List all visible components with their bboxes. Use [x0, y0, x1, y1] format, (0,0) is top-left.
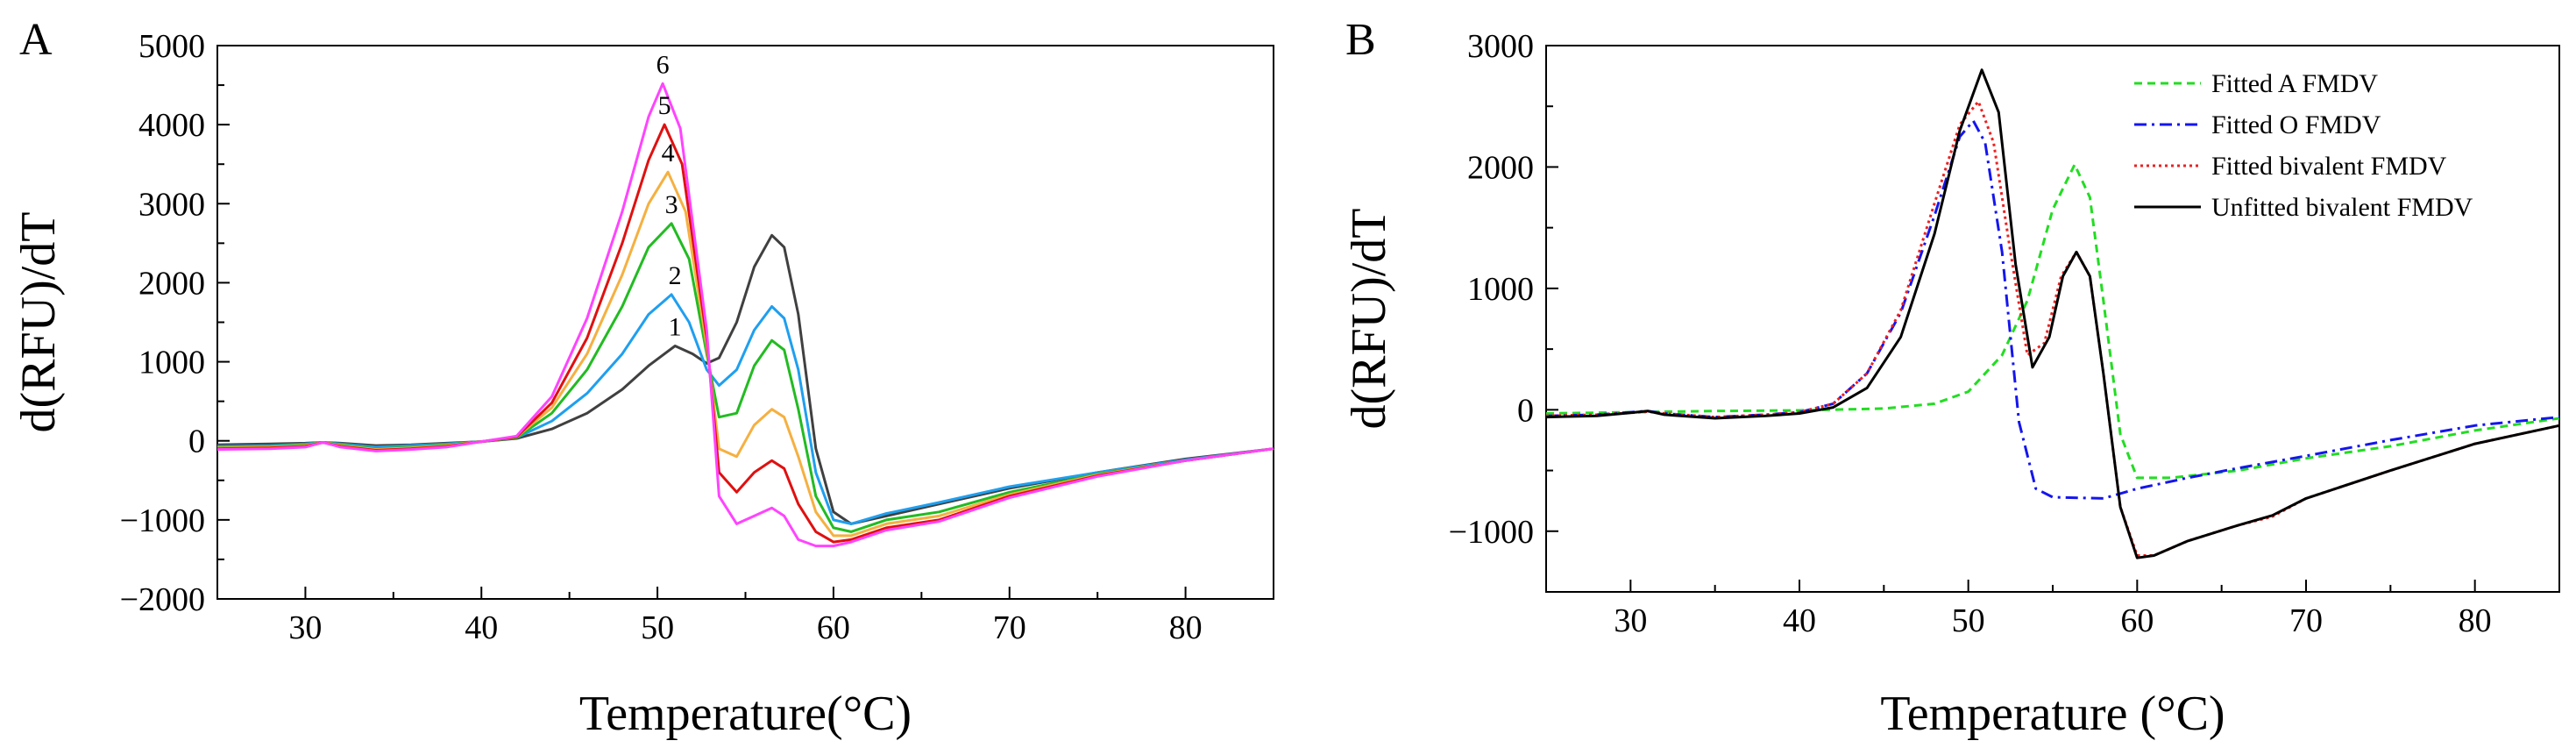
x-tick-label: 30 [1614, 602, 1647, 639]
series-line-2 [216, 293, 1274, 525]
y-tick-label: 2000 [138, 265, 205, 302]
series-line-unfitted-bivalent-fmdv [1545, 68, 2560, 559]
peak-label: 4 [662, 139, 675, 167]
panel-a-chart: A 30 40 50 60 70 80 −2000 −1000 0 1000 2000 3000 4000… [11, 15, 1274, 741]
y-tick-label: 3000 [138, 186, 205, 223]
peak-label: 5 [658, 91, 671, 120]
peak-label: 1 [669, 313, 682, 342]
y-tick-label: 5000 [138, 28, 205, 65]
x-tick-label: 30 [288, 609, 322, 646]
panel-label: A [19, 15, 53, 65]
x-axis-title: Temperature (°C) [1880, 687, 2225, 741]
x-tick-label: 80 [1169, 609, 1203, 646]
y-axis-title: d(RFU)/dT [1342, 209, 1396, 430]
y-tick-label: 1000 [1467, 271, 1534, 308]
x-tick-label: 60 [817, 609, 850, 646]
y-tick-label: 0 [1517, 392, 1534, 429]
peak-label: 3 [665, 190, 678, 219]
y-tick-label: −1000 [120, 502, 205, 539]
x-tick-label: 70 [2289, 602, 2323, 639]
y-tick-label: −2000 [120, 581, 205, 618]
x-tick-label: 60 [2120, 602, 2154, 639]
y-tick-label: 4000 [138, 107, 205, 144]
series-line-fitted-bivalent-fmdv [1545, 100, 2560, 557]
y-tick-label: 0 [188, 424, 205, 460]
legend-label: Fitted bivalent FMDV [2211, 152, 2447, 181]
series-line-fitted-a-fmdv [1545, 163, 2560, 480]
x-tick-label: 80 [2459, 602, 2492, 639]
legend-label: Unfitted bivalent FMDV [2211, 193, 2473, 222]
y-tick-label: 2000 [1467, 149, 1534, 186]
y-axis-title: d(RFU)/dT [11, 212, 66, 433]
plot-frame [216, 45, 1274, 600]
panel-b-chart: B 30 40 50 60 70 80 −1000 0 1000 2000 3000 Temperatu… [1342, 15, 2560, 741]
peak-label: 2 [669, 261, 682, 290]
x-tick-label: 50 [1952, 602, 1985, 639]
panel-label: B [1345, 15, 1376, 65]
x-axis-title: Temperature(°C) [579, 687, 912, 741]
series-line-5 [216, 123, 1274, 544]
x-tick-label: 70 [993, 609, 1026, 646]
peak-label: 6 [656, 50, 670, 79]
legend-label: Fitted O FMDV [2211, 110, 2381, 139]
y-tick-label: 1000 [138, 345, 205, 381]
x-tick-label: 40 [465, 609, 498, 646]
y-tick-label: 3000 [1467, 28, 1534, 65]
x-tick-label: 40 [1783, 602, 1816, 639]
y-tick-label: −1000 [1449, 514, 1534, 551]
series-line-6 [216, 82, 1274, 548]
series-line-1 [216, 233, 1274, 525]
x-tick-label: 50 [641, 609, 674, 646]
series-line-3 [216, 222, 1274, 533]
legend-label: Fitted A FMDV [2211, 69, 2378, 98]
